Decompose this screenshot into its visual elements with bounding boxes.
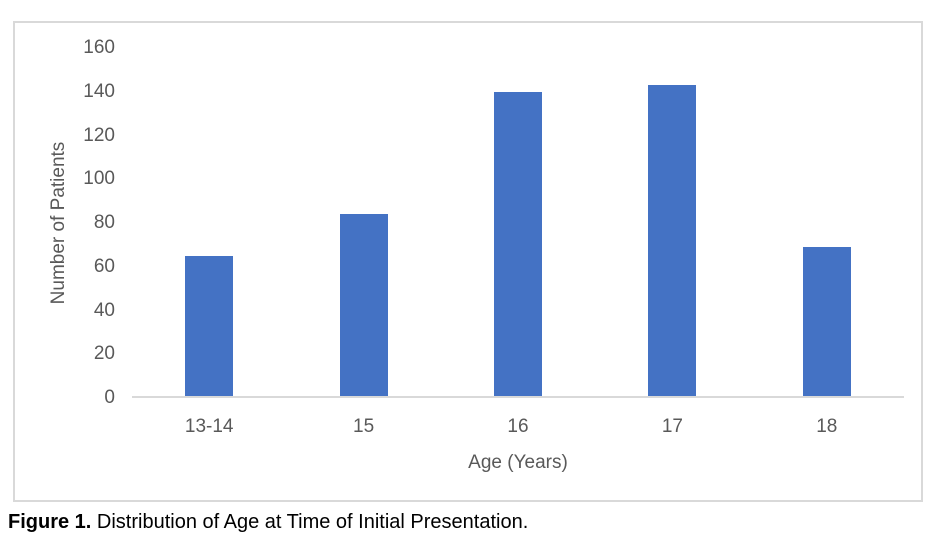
y-tick-label-160: 160 <box>83 37 115 58</box>
x-axis-title: Age (Years) <box>468 452 568 473</box>
bar-16 <box>494 92 542 398</box>
x-axis-line <box>132 396 904 398</box>
y-tick-label-0: 0 <box>104 387 115 408</box>
figure-caption-text: Distribution of Age at Time of Initial P… <box>91 511 529 533</box>
y-tick-label-80: 80 <box>93 212 115 233</box>
figure-caption-label: Figure 1. <box>8 511 92 533</box>
bar-17 <box>648 85 697 398</box>
plot-area <box>132 48 904 398</box>
x-tick-label-18: 18 <box>816 416 838 437</box>
x-tick-label-16: 16 <box>507 416 529 437</box>
figure-caption: Figure 1. Distribution of Age at Time of… <box>8 507 948 537</box>
y-tick-label-60: 60 <box>93 255 115 277</box>
y-tick-label-40: 40 <box>93 299 115 321</box>
x-tick-label-17: 17 <box>661 416 683 437</box>
chart-container: Number of Patients Age (Years) 13-14 15 16… <box>13 21 923 502</box>
bar-18 <box>802 247 851 398</box>
bar-13-14 <box>185 256 234 398</box>
bar-15 <box>339 214 388 398</box>
y-tick-label-140: 140 <box>83 80 115 102</box>
x-tick-label-15: 15 <box>353 416 375 437</box>
y-tick-label-20: 20 <box>93 343 115 365</box>
x-tick-label-13-14: 13-14 <box>184 416 234 437</box>
y-tick-label-120: 120 <box>83 124 115 146</box>
y-tick-label-100: 100 <box>83 168 115 190</box>
